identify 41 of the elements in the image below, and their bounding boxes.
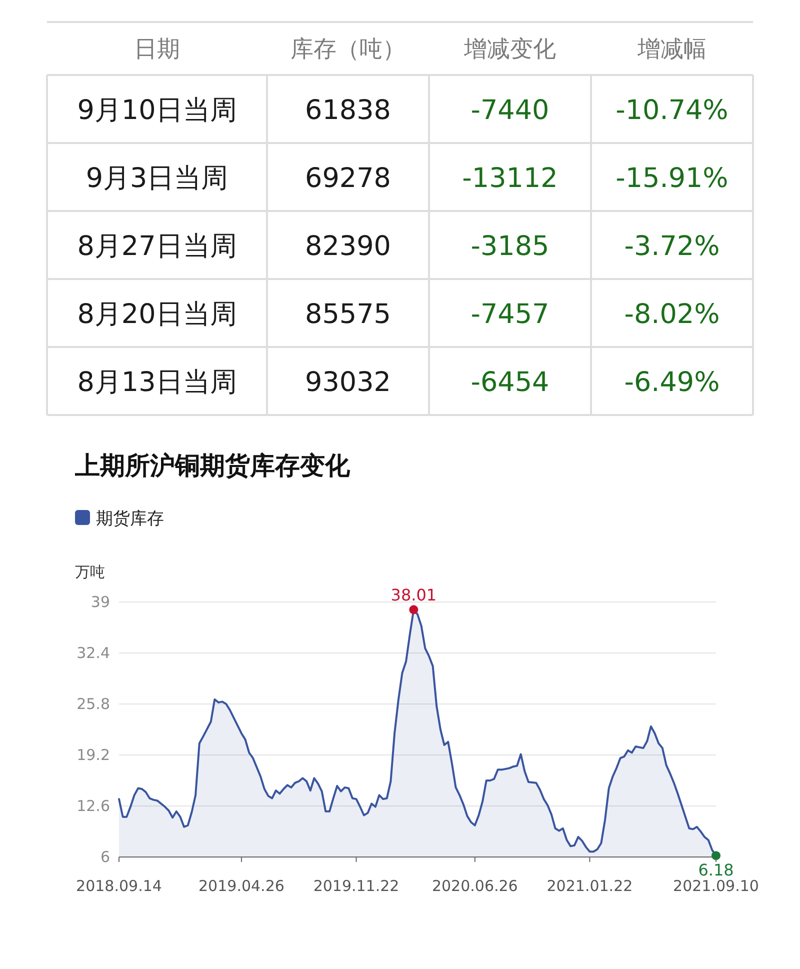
ytick: 25.8 <box>76 695 110 713</box>
value-label: 6.18 <box>698 860 734 880</box>
cell: -10.74% <box>616 95 728 126</box>
ytick: 6 <box>100 848 110 866</box>
cell: -7440 <box>470 95 550 126</box>
header: 日期 <box>134 36 180 62</box>
header: 增减幅 <box>638 36 706 62</box>
cell: -7457 <box>470 299 550 330</box>
ylabel: 万吨 <box>75 563 105 581</box>
xtick: 2019.04.26 <box>198 877 284 895</box>
cell: 93032 <box>305 367 391 398</box>
xtick: 2018.09.14 <box>76 877 162 895</box>
row-label: 9月10日当周 <box>77 95 237 126</box>
cell: -6454 <box>470 367 550 398</box>
cell: -8.02% <box>624 299 720 330</box>
ytick: 39 <box>90 593 110 611</box>
row-label: 8月13日当周 <box>77 367 237 398</box>
cell: -13112 <box>462 163 558 194</box>
cell: 82390 <box>305 231 391 262</box>
cell: 61838 <box>305 95 391 126</box>
row-label: 8月27日当周 <box>77 231 237 262</box>
xtick: 2021.01.22 <box>546 877 633 895</box>
ytick: 12.6 <box>76 797 110 815</box>
cell: -15.91% <box>616 163 728 194</box>
ytick: 19.2 <box>76 746 110 764</box>
xtick: 2019.11.22 <box>313 877 400 895</box>
cell: 85575 <box>305 299 391 330</box>
header: 增减变化 <box>464 36 556 62</box>
cell: -3.72% <box>624 231 720 262</box>
title: 上期所沪铜期货库存变化 <box>75 451 350 480</box>
header: 库存（吨） <box>290 36 406 62</box>
value-label: 38.01 <box>390 586 437 605</box>
row-label: 9月3日当周 <box>86 163 228 194</box>
xtick: 2021.09.10 <box>673 877 759 895</box>
xtick: 2020.06.26 <box>432 877 518 895</box>
row-label: 8月20日当周 <box>77 299 237 330</box>
legend: 期货库存 <box>96 509 164 529</box>
ytick: 32.4 <box>76 644 110 662</box>
cell: 69278 <box>305 163 391 194</box>
cell: -3185 <box>470 231 550 262</box>
cell: -6.49% <box>624 367 720 398</box>
